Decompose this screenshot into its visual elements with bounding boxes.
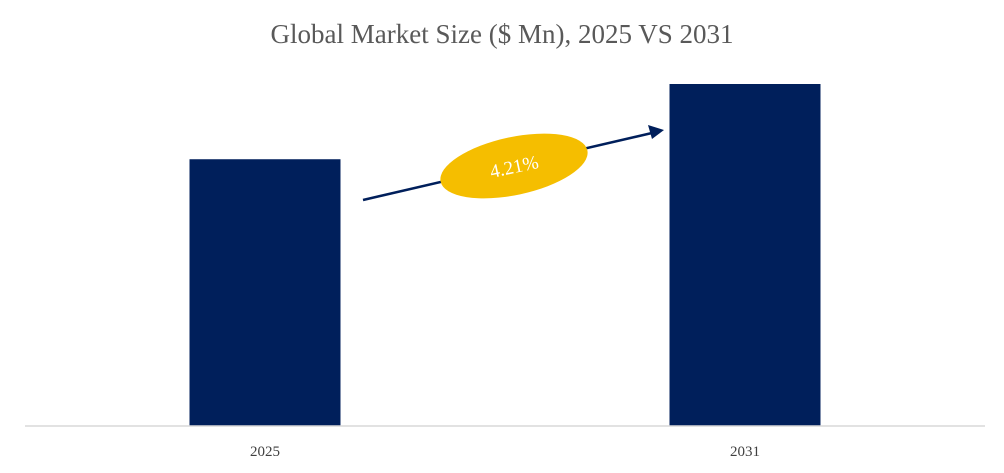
x-tick-labels: 2025 2031: [250, 444, 760, 460]
cagr-annotation: 4.21%: [362, 125, 664, 202]
bars-layer: [189, 84, 821, 427]
x-tick-label-2025: 2025: [250, 444, 280, 460]
bar-2031: [669, 84, 821, 426]
chart-title: Global Market Size ($ Mn), 2025 VS 2031: [271, 19, 734, 49]
bar-2025: [189, 159, 341, 427]
x-tick-label-2031: 2031: [730, 444, 760, 460]
cagr-arrow-head: [648, 125, 664, 139]
cagr-ellipse: [440, 133, 588, 199]
